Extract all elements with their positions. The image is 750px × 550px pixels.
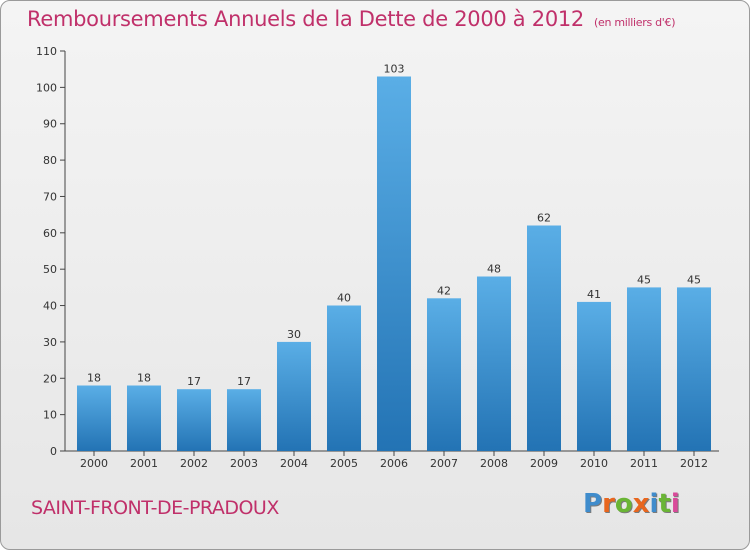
bar-2007 (427, 298, 461, 451)
logo-letter: t (658, 489, 671, 519)
bar-2004 (277, 341, 311, 451)
y-tick-label: 60 (43, 227, 57, 240)
proxiti-logo: Proxiti (583, 489, 680, 519)
logo-letter: P (583, 489, 603, 519)
data-label-2011: 45 (637, 273, 651, 286)
chart-title: Remboursements Annuels de la Dette de 20… (27, 7, 675, 31)
bar-2010 (577, 301, 611, 451)
x-tick-label-2003: 2003 (230, 457, 258, 470)
x-tick-label-2001: 2001 (130, 457, 158, 470)
y-tick-label: 70 (43, 190, 57, 203)
bar-2001 (127, 385, 161, 451)
data-label-2007: 42 (437, 284, 451, 297)
data-label-2009: 62 (537, 212, 551, 225)
logo-letter: i (649, 489, 659, 519)
data-label-2008: 48 (487, 262, 501, 275)
bar-2003 (227, 389, 261, 451)
bar-2000 (77, 385, 111, 451)
bar-2009 (527, 225, 561, 451)
bar-2002 (177, 389, 211, 451)
bar-2006 (377, 76, 411, 451)
x-tick-label-2008: 2008 (480, 457, 508, 470)
y-tick-label: 30 (43, 336, 57, 349)
y-tick-label: 40 (43, 300, 57, 313)
x-tick-label-2009: 2009 (530, 457, 558, 470)
data-label-2003: 17 (237, 375, 251, 388)
bar-2011 (627, 287, 661, 451)
logo-letter: r (602, 489, 615, 519)
logo-letter: o (614, 489, 633, 519)
logo-letter: i (670, 489, 680, 519)
y-tick-label: 20 (43, 372, 57, 385)
data-label-2012: 45 (687, 273, 701, 286)
data-label-2005: 40 (337, 292, 351, 305)
x-tick-label-2005: 2005 (330, 457, 358, 470)
x-tick-label-2007: 2007 (430, 457, 458, 470)
y-tick-label: 80 (43, 154, 57, 167)
y-tick-label: 0 (50, 445, 57, 458)
bar-2005 (327, 305, 361, 451)
x-tick-label-2002: 2002 (180, 457, 208, 470)
x-tick-label-2004: 2004 (280, 457, 308, 470)
chart-subtitle: (en milliers d'€) (594, 16, 676, 29)
x-tick-label-2011: 2011 (630, 457, 658, 470)
data-label-2004: 30 (287, 328, 301, 341)
x-tick-label-2006: 2006 (380, 457, 408, 470)
x-tick-label-2000: 2000 (80, 457, 108, 470)
y-tick-label: 10 (43, 409, 57, 422)
bar-2012 (677, 287, 711, 451)
y-tick-label: 100 (36, 81, 57, 94)
data-label-2002: 17 (187, 375, 201, 388)
bar-2008 (477, 276, 511, 451)
data-label-2006: 103 (384, 62, 405, 75)
data-label-2001: 18 (137, 372, 151, 385)
commune-name: SAINT-FRONT-DE-PRADOUX (31, 497, 279, 519)
y-tick-label: 110 (36, 45, 57, 58)
x-tick-label-2012: 2012 (680, 457, 708, 470)
y-tick-label: 50 (43, 263, 57, 276)
data-label-2010: 41 (587, 288, 601, 301)
y-tick-label: 90 (43, 118, 57, 131)
logo-letter: x (632, 489, 650, 519)
chart-title-text: Remboursements Annuels de la Dette de 20… (27, 7, 584, 31)
data-label-2000: 18 (87, 372, 101, 385)
x-tick-label-2010: 2010 (580, 457, 608, 470)
